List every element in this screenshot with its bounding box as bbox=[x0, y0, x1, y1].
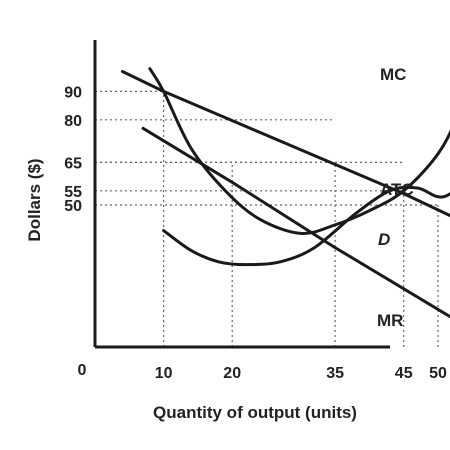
x-tick-label: 45 bbox=[395, 365, 413, 382]
mr-label: MR bbox=[377, 311, 403, 330]
origin-label: 0 bbox=[78, 362, 87, 379]
y-tick-label: 80 bbox=[64, 113, 82, 130]
x-axis-title: Quantity of output (units) bbox=[153, 403, 357, 422]
x-tick-label: 20 bbox=[223, 365, 241, 382]
y-tick-label: 50 bbox=[64, 198, 82, 215]
mr-curve bbox=[141, 126, 450, 319]
d-curve bbox=[120, 70, 450, 218]
curves bbox=[120, 67, 450, 319]
mc-curve bbox=[148, 67, 450, 235]
atc-label: ATC bbox=[380, 180, 414, 199]
atc-curve bbox=[162, 185, 450, 267]
y-tick-label: 90 bbox=[64, 84, 82, 101]
y-tick-label: 55 bbox=[64, 184, 82, 201]
x-tick-label: 10 bbox=[155, 365, 173, 382]
y-tick-label: 65 bbox=[64, 155, 82, 172]
mc-label: MC bbox=[380, 65, 406, 84]
x-tick-label: 35 bbox=[326, 365, 344, 382]
d-label: D bbox=[378, 230, 390, 249]
curve-labels: D MR MC ATC bbox=[377, 65, 414, 330]
y-axis-title: Dollars ($) bbox=[25, 158, 44, 241]
x-tick-label: 50 bbox=[429, 365, 447, 382]
axes bbox=[93, 40, 390, 349]
